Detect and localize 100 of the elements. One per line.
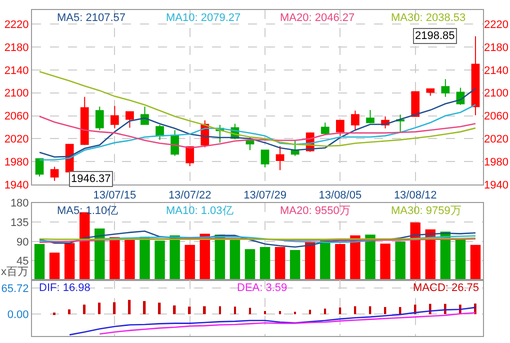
y-tick-label: 2180 [4,42,29,54]
y2-tick-label: 2020 [484,134,508,146]
y-tick-label: 45 [16,256,29,268]
line-series [38,71,476,147]
candlestick [246,136,254,151]
line-series [38,116,476,148]
candlestick [366,110,374,124]
bar [320,240,330,280]
text: MA5: 2107.57 [57,12,126,24]
y-tick-label: 2220 [4,18,29,31]
line-series [99,312,476,335]
y2-tick-label: 1940 [484,179,508,192]
bar [184,244,195,280]
y2-tick-label: 2220 [484,18,508,31]
bar [203,306,206,314]
candlestick [441,78,450,98]
y-tick-label: 2100 [4,88,29,100]
bar [470,244,481,280]
bar [68,309,70,314]
series-label: MA10: 1.03亿 [166,205,234,217]
series-label: MACD: 26.75 [413,282,480,294]
y-tick-label: 180 [10,198,29,210]
line-series [38,104,476,161]
bar [335,244,346,280]
y-tick-label: 65.72 [1,282,29,295]
bar [143,301,146,314]
bar [234,306,236,314]
text: MA20: 9550万 [280,205,350,217]
annotation: 1946.37 [71,173,111,185]
candlestick [126,111,134,128]
candlestick [50,166,59,182]
candlestick [260,150,270,168]
bar [140,236,150,280]
bar [94,228,105,280]
y2-tick-label: 2140 [484,64,508,77]
x-tick-label: 13/08/12 [394,190,437,202]
bar [395,241,406,280]
y-axis-title: x百万 [1,266,28,278]
bar [64,243,75,280]
bar [279,310,281,314]
candlestick [156,124,164,140]
text: MA20: 2046.27 [280,12,355,24]
bar [154,240,165,280]
bar [260,247,270,280]
candlestick [411,90,420,118]
y-tick-label: 90 [16,236,29,248]
bar [98,302,101,314]
candlestick [95,106,104,131]
y-tick-label: 1980 [4,156,29,168]
candlestick [110,106,119,129]
bar [53,312,56,316]
bar [380,244,390,280]
bar [170,235,180,280]
x-tick-label: 13/07/15 [93,190,136,202]
bar [128,300,131,314]
text: MA30: 2038.53 [391,12,466,24]
bar [309,310,312,314]
candlestick [471,36,480,116]
bar [188,306,191,314]
bar [124,238,135,280]
bar [339,307,342,314]
text: DEA: 3.59 [237,282,288,294]
bar [83,304,86,314]
bar [244,249,256,280]
candlestick [186,146,194,167]
bar [324,308,326,314]
text: DIF: 16.98 [39,282,90,294]
bar [34,244,45,280]
y-tick-label: 2020 [4,134,29,146]
y-tick-label: 0.00 [7,309,29,322]
candlestick [336,120,344,136]
candlestick [351,110,360,130]
bar [369,306,372,314]
bar [219,306,221,314]
text: MA10: 2079.27 [166,12,241,24]
line-series [38,88,476,158]
bar [49,252,60,280]
y2-tick-label: 2180 [484,42,508,54]
bar [290,250,300,280]
series-label: MA30: 9759万 [391,205,462,217]
line-series [68,306,476,336]
candlestick [396,114,404,132]
x-tick-label: 13/08/05 [318,190,362,202]
y-tick-label: 1940 [4,179,29,192]
annotation: 2198.85 [415,30,455,42]
candlestick [35,158,44,177]
bar [249,308,251,314]
bar [264,310,266,314]
candlestick [80,96,89,146]
bar [354,306,356,314]
y-tick-label: 135 [10,216,29,229]
bar [110,237,120,280]
x-tick-label: 13/07/22 [168,190,212,202]
bar [230,238,240,280]
bar [113,302,116,314]
bar [158,302,161,314]
candlestick [276,146,284,171]
bar [455,238,466,280]
y-tick-label: 2140 [4,64,29,77]
candlestick [426,88,435,96]
